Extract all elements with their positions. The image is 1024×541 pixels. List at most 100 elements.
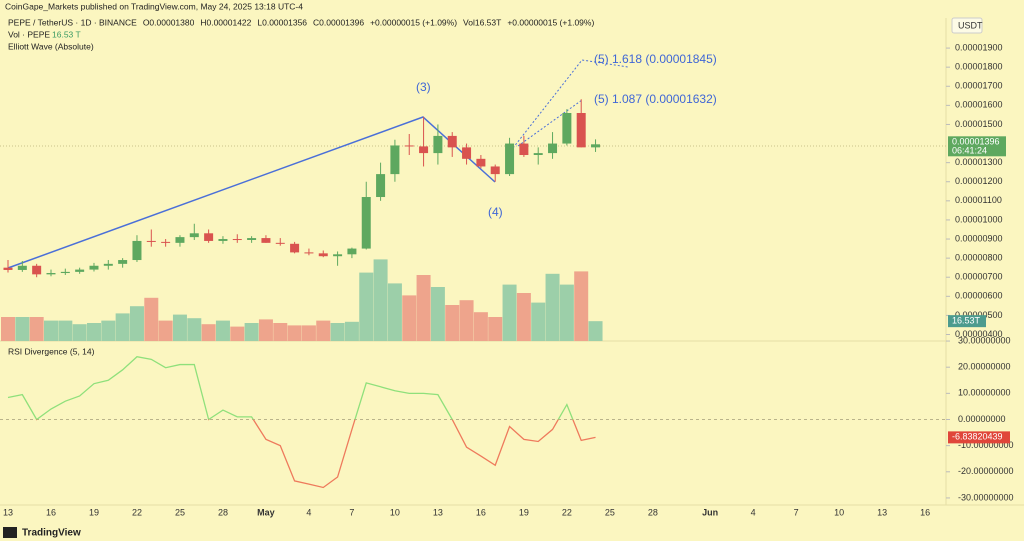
candle-body [304, 252, 314, 254]
candle-body [462, 147, 472, 159]
x-tick-label: 28 [218, 507, 228, 517]
volume-bar [359, 272, 374, 341]
candle-body [505, 143, 515, 175]
volume-bar [445, 305, 460, 341]
volume-bar [516, 293, 531, 341]
candle-body [318, 253, 328, 257]
legend-item: +0.00000015 (+1.09%) [507, 17, 594, 27]
y-tick-label: -30.00000000 [958, 492, 1014, 502]
candle-body [3, 267, 13, 270]
volume-tag-label: 16.53T [952, 316, 981, 326]
volume-bar [201, 324, 216, 341]
volume-bar [58, 320, 73, 341]
volume-bar [531, 302, 546, 341]
candle-body [175, 237, 185, 243]
y-tick-label: 0.00000000 [958, 414, 1006, 424]
volume-bar [72, 324, 87, 341]
volume-bar [473, 312, 488, 341]
volume-bar [316, 320, 331, 341]
legend-item: C0.00001396 [313, 17, 364, 27]
candle-body [247, 238, 257, 240]
value-tag-label: -6.83820439 [952, 432, 1003, 442]
legend-item: H0.00001422 [200, 17, 251, 27]
y-tick-label: 0.00001800 [955, 62, 1003, 72]
volume-bar [273, 323, 288, 341]
legend-item: +0.00000015 (+1.09%) [370, 17, 457, 27]
x-tick-label: 4 [751, 507, 756, 517]
volume-bar [230, 326, 245, 341]
candle-body [490, 166, 500, 175]
x-tick-label: Jun [702, 507, 718, 517]
indicator-name: Elliott Wave (Absolute) [8, 41, 94, 51]
candle-body [347, 248, 357, 255]
volume-bar [588, 321, 603, 341]
y-tick-label: 0.00000700 [955, 272, 1003, 282]
x-tick-label: 22 [562, 507, 572, 517]
y-tick-label: 0.00001300 [955, 157, 1003, 167]
candle-body [390, 145, 400, 175]
volume-name: Vol · PEPE [8, 29, 50, 39]
candle-body [161, 241, 171, 243]
y-tick-label: 10.00000000 [958, 388, 1011, 398]
candle-body [60, 271, 70, 274]
x-tick-label: 13 [3, 507, 13, 517]
volume-bar [402, 295, 417, 341]
volume-bar [502, 284, 517, 341]
candle-body [562, 112, 572, 144]
volume-bar [488, 317, 503, 341]
x-tick-label: 28 [648, 507, 658, 517]
logo [3, 527, 17, 538]
candle-body [103, 263, 113, 266]
candle-body [548, 143, 558, 154]
x-tick-label: 7 [794, 507, 799, 517]
volume-tag [948, 315, 986, 328]
price-tag [948, 136, 1006, 157]
candle-body [118, 260, 128, 264]
candle-body [591, 144, 601, 148]
price-tag-label: 0.00001396 [952, 137, 1000, 147]
volume-bar [244, 323, 259, 341]
candle-body [46, 273, 56, 275]
x-tick-label: 4 [306, 507, 311, 517]
volume-bar [215, 320, 230, 341]
x-tick-label: 19 [519, 507, 529, 517]
x-tick-label: 22 [132, 507, 142, 517]
x-tick-label: 16 [476, 507, 486, 517]
y-tick-label: 20.00000000 [958, 362, 1011, 372]
candle-body [232, 239, 242, 241]
fib-line [512, 59, 629, 149]
x-tick-label: 16 [46, 507, 56, 517]
wave-label: (4) [488, 205, 503, 219]
candle-body [146, 240, 156, 242]
y-tick-label: -10.00000000 [958, 440, 1014, 450]
y-tick-label: 0.00001600 [955, 100, 1003, 110]
candle-body [132, 240, 142, 261]
volume-bar [301, 325, 316, 341]
volume-bar [115, 313, 130, 341]
legend-item: L0.00001356 [257, 17, 307, 27]
y-tick-label: 0.00001700 [955, 81, 1003, 91]
volume-bar [545, 273, 560, 341]
wave-label: (3) [416, 80, 431, 94]
candle-body [404, 145, 414, 147]
currency: USDT [958, 20, 983, 30]
y-tick-label: 0.00000800 [955, 252, 1003, 262]
candle-body [218, 239, 228, 241]
volume-bar [373, 259, 388, 341]
rsi-line [7, 356, 596, 489]
y-tick-label: -20.00000000 [958, 466, 1014, 476]
candle-body [433, 135, 443, 154]
x-tick-label: 25 [605, 507, 615, 517]
volume-bar [416, 275, 431, 341]
volume-bar [330, 323, 345, 341]
volume-bar [258, 319, 273, 341]
y-tick-label: 0.00000400 [955, 329, 1003, 339]
x-tick-label: 19 [89, 507, 99, 517]
volume-bar [158, 320, 173, 341]
candle-body [447, 135, 457, 148]
volume-bar [287, 325, 302, 341]
y-tick-label: 0.00001900 [955, 42, 1003, 52]
volume-bar [344, 321, 359, 341]
volume-bar [144, 297, 159, 341]
